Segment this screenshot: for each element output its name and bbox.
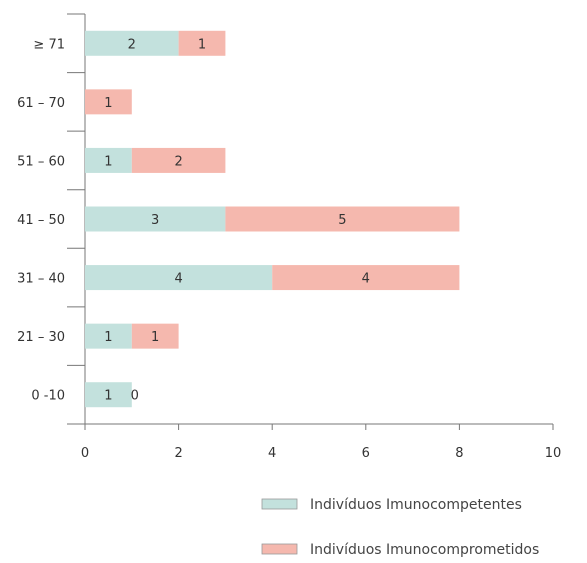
x-tick-label: 6 (362, 446, 370, 461)
bar-segment-imunocomprometidos (178, 30, 226, 56)
bar-segment-imunocomprometidos (85, 89, 132, 115)
bar-segment-imunocomprometidos (131, 323, 179, 349)
y-tick-label: 31 – 40 (17, 272, 65, 287)
y-tick-label: 0 -10 (31, 389, 65, 404)
data-label: 3 (151, 213, 159, 228)
data-label: 4 (362, 272, 370, 287)
data-label: 1 (151, 330, 159, 345)
x-tick-label: 10 (545, 446, 562, 461)
bar-segment-imunocompetentes (85, 147, 132, 173)
data-label: 5 (338, 213, 346, 228)
legend-label: Indivíduos Imunocompetentes (310, 497, 522, 513)
data-label: 2 (174, 154, 182, 169)
x-tick-label: 2 (174, 446, 182, 461)
legend-label: Indivíduos Imunocomprometidos (310, 542, 539, 558)
x-tick-label: 4 (268, 446, 276, 461)
y-tick-label: ≥ 71 (33, 37, 65, 52)
bar-segment-imunocomprometidos (272, 265, 460, 291)
legend-swatch (261, 543, 298, 555)
data-label: 4 (174, 272, 182, 287)
x-tick-label: 8 (455, 446, 463, 461)
bar-segment-imunocompetentes (85, 323, 132, 349)
x-tick-label: 0 (81, 446, 89, 461)
y-tick-label: 21 – 30 (17, 330, 65, 345)
data-label: 1 (104, 389, 112, 404)
bar-segment-imunocomprometidos (131, 147, 226, 173)
data-label: 1 (104, 154, 112, 169)
y-tick-label: 51 – 60 (17, 154, 65, 169)
data-label: 1 (198, 37, 206, 52)
legend: Indivíduos Imunocompetentes Indivíduos Im… (261, 497, 539, 558)
bar-segment-imunocompetentes (85, 382, 132, 408)
data-label: 2 (128, 37, 136, 52)
y-tick-label: 41 – 50 (17, 213, 65, 228)
data-label: 0 (131, 389, 139, 404)
data-label: 1 (104, 330, 112, 345)
bar-segment-imunocompetentes (85, 206, 226, 232)
bar-segment-imunocomprometidos (225, 206, 460, 232)
bar-segment-imunocompetentes (85, 30, 179, 56)
data-label: 1 (104, 96, 112, 111)
y-tick-label: 61 – 70 (17, 96, 65, 111)
legend-swatch (261, 498, 298, 510)
bar-segment-imunocompetentes (85, 265, 273, 291)
